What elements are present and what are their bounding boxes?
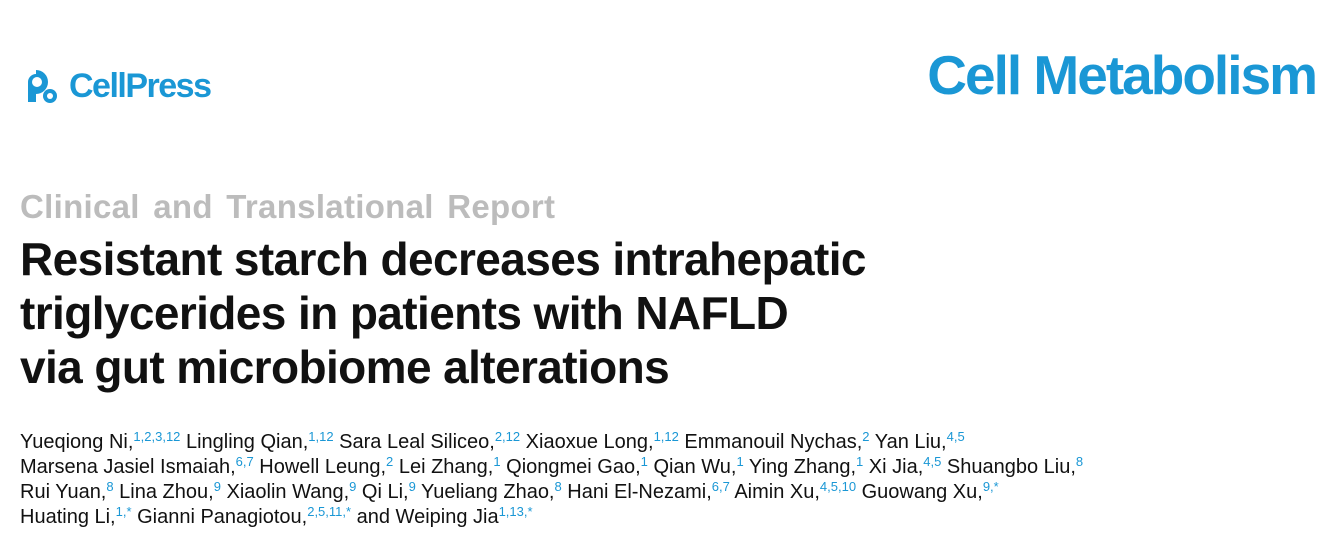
author-name[interactable]: Guowang Xu, <box>856 481 983 503</box>
affiliation-marker[interactable]: 8 <box>1075 454 1084 469</box>
article-type: Clinical and Translational Report <box>20 188 556 225</box>
author-line: Yueqiong Ni,1,2,3,12 Lingling Qian,1,12 … <box>20 430 1330 455</box>
author-name[interactable]: Rui Yuan, <box>20 481 107 503</box>
publisher-name: CellPress <box>69 67 212 105</box>
affiliation-marker[interactable]: 2,5,11,* <box>307 504 352 519</box>
author-name[interactable]: Gianni Panagiotou, <box>131 506 308 528</box>
title-line: triglycerides in patients with NAFLD <box>20 287 789 339</box>
author-line: Huating Li,1,* Gianni Panagiotou,2,5,11,… <box>20 505 1330 530</box>
affiliation-marker[interactable]: 9 <box>349 479 357 494</box>
author-name[interactable]: Xiaoxue Long, <box>520 431 654 453</box>
author-name[interactable]: Qian Wu, <box>647 456 737 478</box>
affiliation-marker[interactable]: 9 <box>408 479 416 494</box>
author-name[interactable]: and Weiping Jia <box>351 506 499 528</box>
author-name[interactable]: Xiaolin Wang, <box>220 481 350 503</box>
author-name[interactable]: Ying Zhang, <box>743 456 857 478</box>
affiliation-marker[interactable]: 1,12 <box>308 429 334 444</box>
affiliation-marker[interactable]: 1,13,* <box>498 504 533 519</box>
author-name[interactable]: Yan Liu, <box>869 431 947 453</box>
author-list: Yueqiong Ni,1,2,3,12 Lingling Qian,1,12 … <box>20 430 1330 530</box>
affiliation-marker[interactable]: 4,5 <box>946 429 965 444</box>
affiliation-marker[interactable]: 1,2,3,12 <box>133 429 181 444</box>
article-title: Resistant starch decreases intrahepatic … <box>20 232 866 394</box>
title-line: Resistant starch decreases intrahepatic <box>20 233 866 285</box>
author-name[interactable]: Hani El-Nezami, <box>561 481 712 503</box>
author-name[interactable]: Yueliang Zhao, <box>415 481 555 503</box>
affiliation-marker[interactable]: 2,12 <box>494 429 521 444</box>
author-name[interactable]: Qi Li, <box>356 481 409 503</box>
author-name[interactable]: Howell Leung, <box>253 456 387 478</box>
author-name[interactable]: Emmanouil Nychas, <box>678 431 863 453</box>
author-name[interactable]: Marsena Jasiel Ismaiah, <box>20 456 236 478</box>
affiliation-marker[interactable]: 6,7 <box>711 479 730 494</box>
affiliation-marker[interactable]: 2 <box>862 429 870 444</box>
affiliation-marker[interactable]: 9 <box>213 479 221 494</box>
affiliation-marker[interactable]: 1 <box>856 454 864 469</box>
author-name[interactable]: Lingling Qian, <box>180 431 309 453</box>
author-name[interactable]: Shuangbo Liu, <box>941 456 1076 478</box>
affiliation-marker[interactable]: 1 <box>493 454 501 469</box>
cellpress-logo-icon <box>28 70 57 103</box>
affiliation-marker[interactable]: 6,7 <box>235 454 254 469</box>
author-line: Marsena Jasiel Ismaiah,6,7 Howell Leung,… <box>20 455 1330 480</box>
affiliation-marker[interactable]: 8 <box>554 479 562 494</box>
affiliation-marker[interactable]: 4,5 <box>923 454 942 469</box>
publisher-logo: CellPress <box>20 66 212 106</box>
author-name[interactable]: Huating Li, <box>20 506 116 528</box>
author-name[interactable]: Qiongmei Gao, <box>500 456 641 478</box>
affiliation-marker[interactable]: 1,12 <box>653 429 679 444</box>
journal-name: Cell Metabolism <box>927 44 1318 106</box>
affiliation-marker[interactable]: 4,5,10 <box>819 479 857 494</box>
author-name[interactable]: Lina Zhou, <box>113 481 214 503</box>
author-name[interactable]: Sara Leal Siliceo, <box>333 431 495 453</box>
author-name[interactable]: Xi Jia, <box>863 456 924 478</box>
affiliation-marker[interactable]: 1 <box>640 454 648 469</box>
affiliation-marker[interactable]: 1 <box>736 454 744 469</box>
author-name[interactable]: Aimin Xu, <box>729 481 820 503</box>
affiliation-marker[interactable]: 8 <box>106 479 114 494</box>
author-line: Rui Yuan,8 Lina Zhou,9 Xiaolin Wang,9 Qi… <box>20 480 1330 505</box>
affiliation-marker[interactable]: 9,* <box>982 479 999 494</box>
title-line: via gut microbiome alterations <box>20 341 670 393</box>
author-name[interactable]: Yueqiong Ni, <box>20 431 134 453</box>
author-name[interactable]: Lei Zhang, <box>393 456 494 478</box>
affiliation-marker[interactable]: 1,* <box>115 504 132 519</box>
affiliation-marker[interactable]: 2 <box>386 454 394 469</box>
